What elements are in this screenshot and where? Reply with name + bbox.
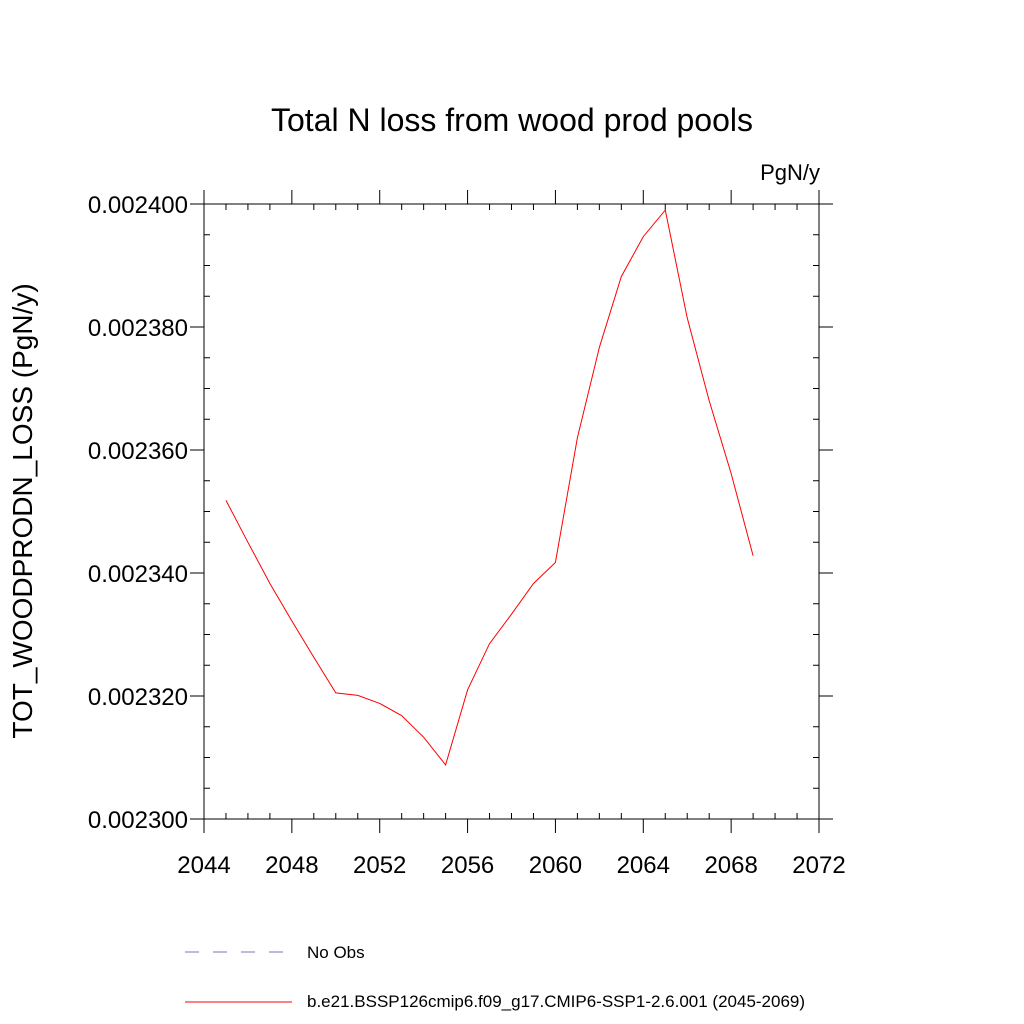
y-tick-label: 0.002340 [88, 561, 188, 588]
x-tick-label: 2052 [353, 852, 406, 879]
series-line [225, 208, 754, 766]
y-tick-label: 0.002380 [88, 315, 188, 342]
x-tick-labels: 2044 2048 2052 2056 2060 2064 2068 2072 [177, 852, 845, 879]
legend: No Obs b.e21.BSSP126cmip6.f09_g17.CMIP6-… [185, 943, 805, 1011]
y-tick-label: 0.002320 [88, 684, 188, 711]
legend-label-no-obs: No Obs [307, 943, 365, 962]
series-layer [225, 208, 754, 766]
x-tick-label: 2044 [177, 852, 230, 879]
x-tick-label: 2072 [792, 852, 845, 879]
y-tick-label: 0.002400 [88, 192, 188, 219]
legend-label-model-run: b.e21.BSSP126cmip6.f09_g17.CMIP6-SSP1-2.… [307, 992, 805, 1011]
axis-ticks [190, 190, 833, 833]
units-label: PgN/y [760, 160, 820, 185]
x-tick-label: 2060 [529, 852, 582, 879]
plot-frame [203, 203, 820, 820]
x-tick-label: 2048 [265, 852, 318, 879]
y-tick-labels: 0.002300 0.002320 0.002340 0.002360 0.002380… [88, 192, 188, 834]
y-axis-label: TOT_WOODPRODN_LOSS (PgN/y) [7, 283, 38, 738]
y-tick-label: 0.002360 [88, 438, 188, 465]
x-tick-label: 2064 [617, 852, 670, 879]
x-tick-label: 2068 [704, 852, 757, 879]
y-tick-label: 0.002300 [88, 807, 188, 834]
x-tick-label: 2056 [441, 852, 494, 879]
chart-title: Total N loss from wood prod pools [271, 102, 753, 138]
